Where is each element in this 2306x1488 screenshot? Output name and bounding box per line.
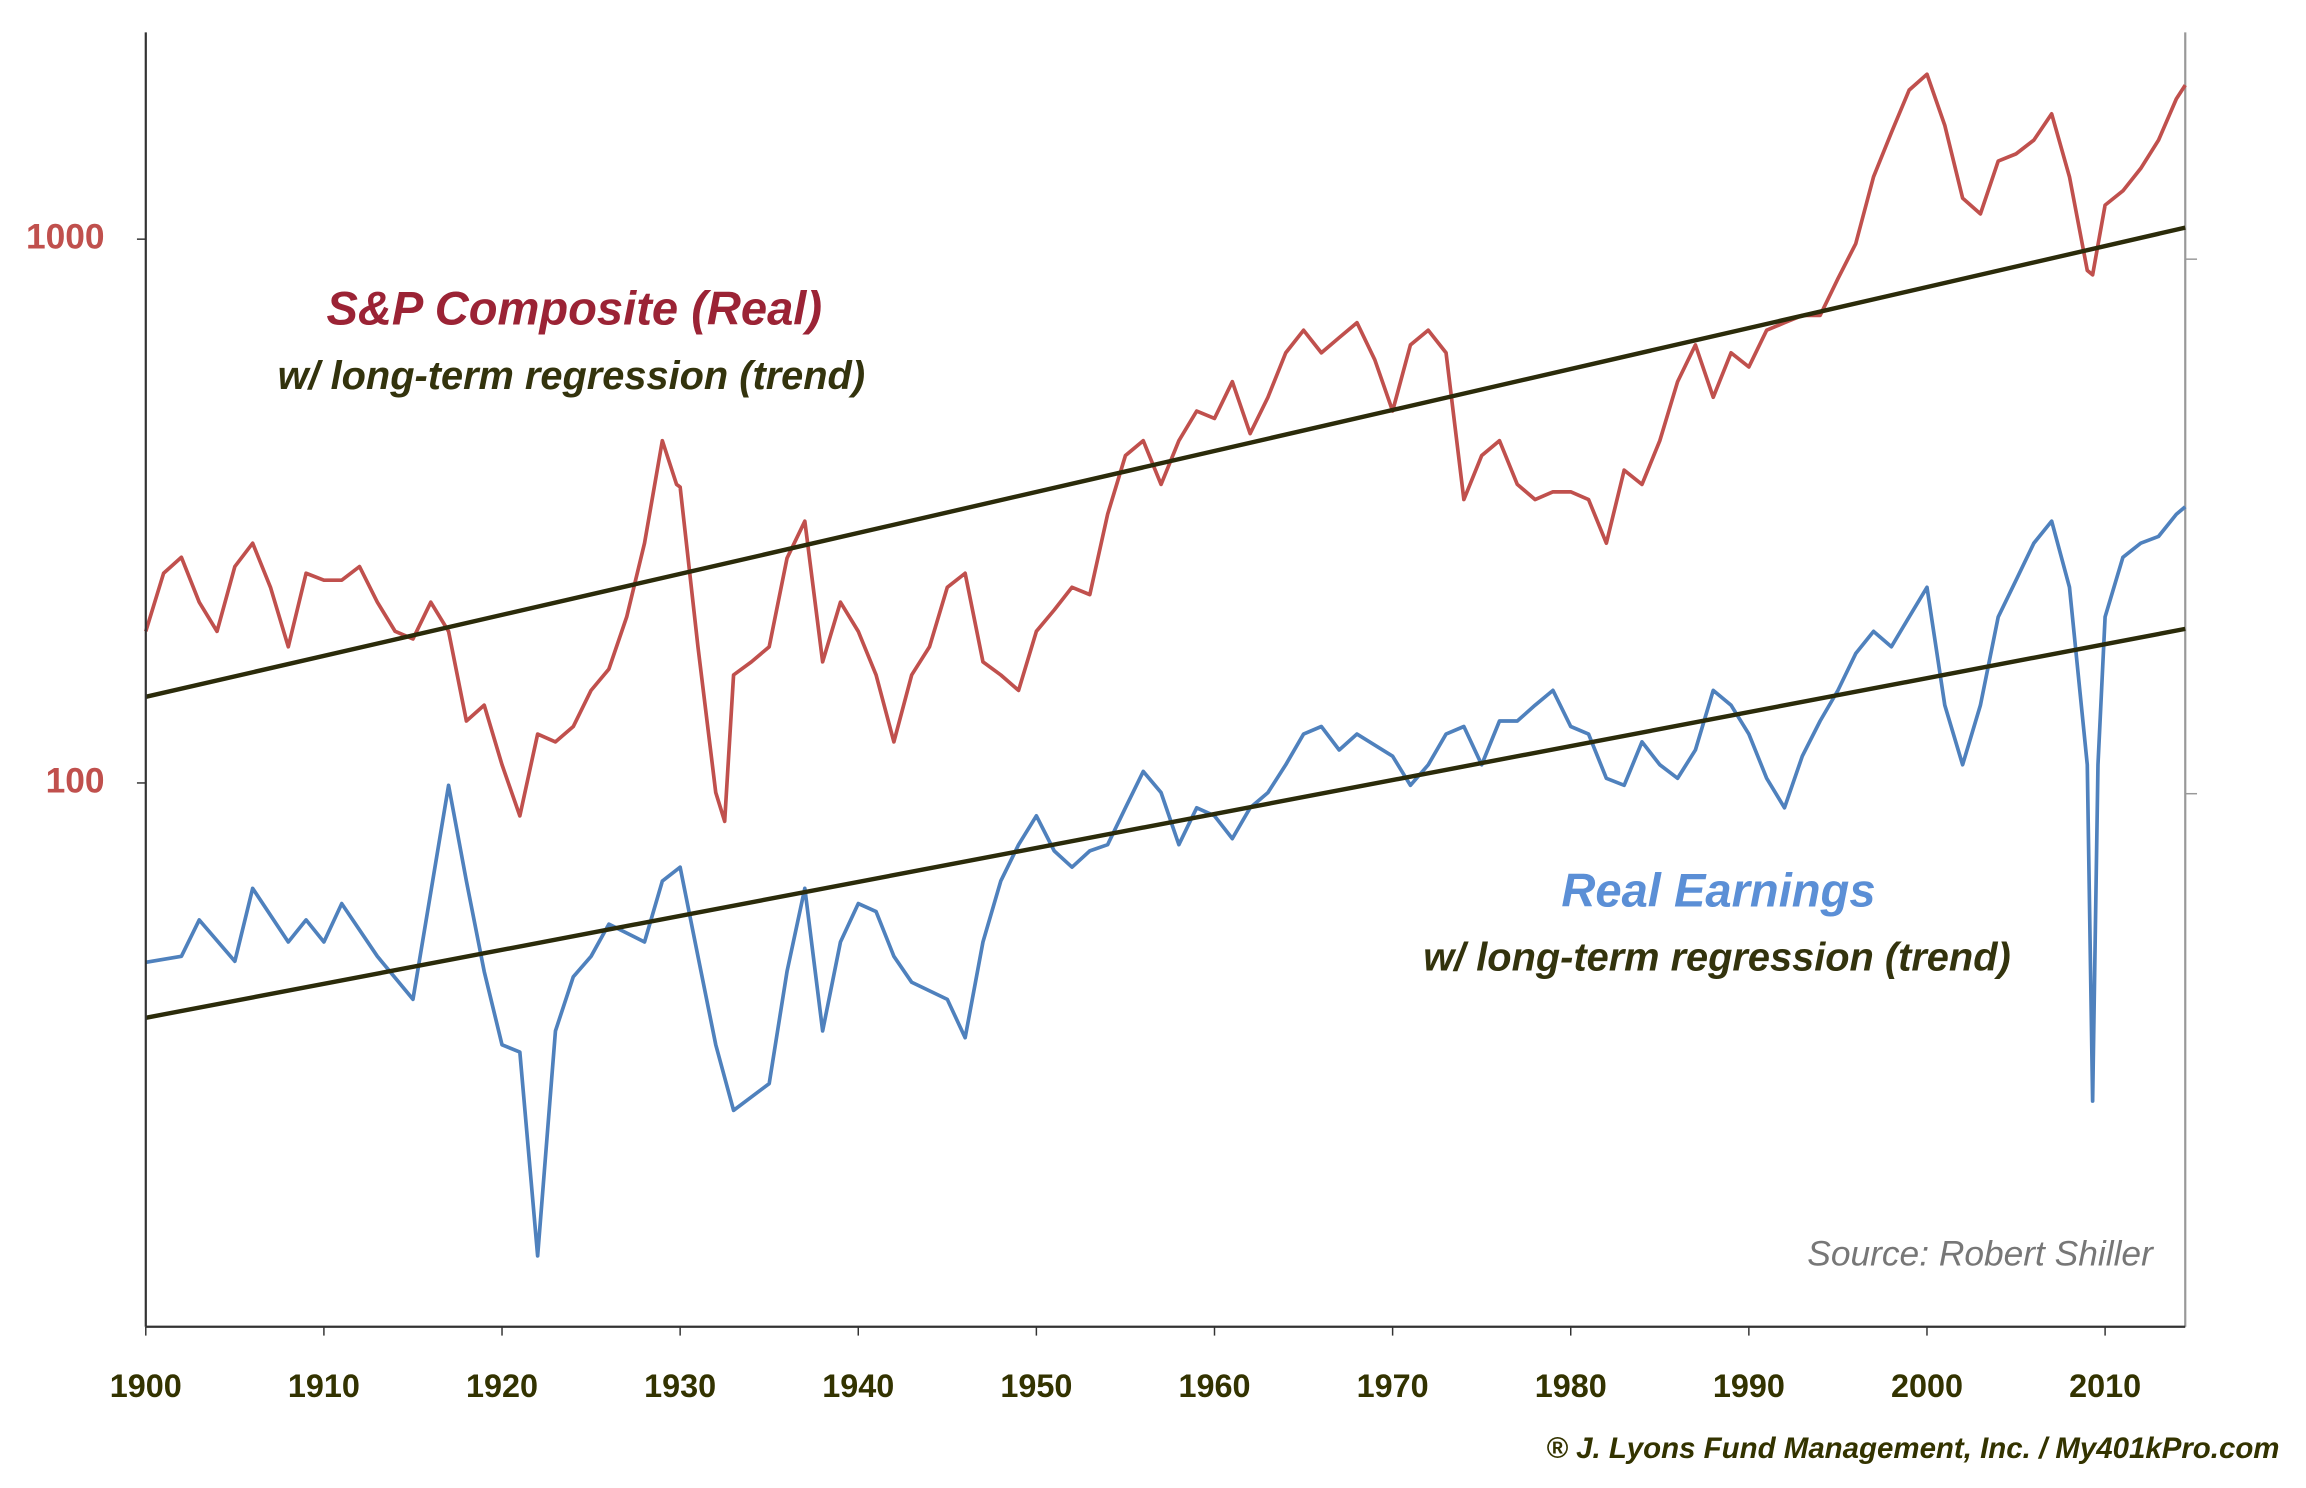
x-tick-label: 1960 [1178, 1368, 1250, 1404]
x-tick-label: 1950 [1000, 1368, 1072, 1404]
x-tick-label: 2000 [1891, 1368, 1963, 1404]
x-tick-label: 1910 [288, 1368, 360, 1404]
source: Source: Robert Shiller [1807, 1234, 2154, 1273]
x-tick-label: 1900 [110, 1368, 182, 1404]
y-tick-label: 100 [46, 761, 105, 800]
plot-area [144, 72, 2187, 1258]
series-line [144, 72, 2187, 824]
series-line [145, 626, 2186, 1020]
x-tick-label: 1920 [466, 1368, 538, 1404]
x-tick-label: 1930 [644, 1368, 716, 1404]
sp-trend-label: w/ long-term regression (trend) [278, 354, 865, 398]
x-tick-label: 1990 [1713, 1368, 1785, 1404]
earnings-trend-label: w/ long-term regression (trend) [1423, 936, 2010, 980]
series-line [145, 225, 2186, 699]
x-tick-label: 1980 [1535, 1368, 1607, 1404]
x-tick-label: 1970 [1357, 1368, 1429, 1404]
y-tick-label: 1000 [26, 217, 105, 256]
credit: ® J. Lyons Fund Management, Inc. / My401… [1546, 1432, 2279, 1465]
sp-label: S&P Composite (Real) [326, 282, 822, 335]
series-line [145, 505, 2187, 1258]
x-tick-label: 2010 [2069, 1368, 2141, 1404]
x-tick-label: 1940 [822, 1368, 894, 1404]
earnings-label: Real Earnings [1561, 863, 1875, 916]
